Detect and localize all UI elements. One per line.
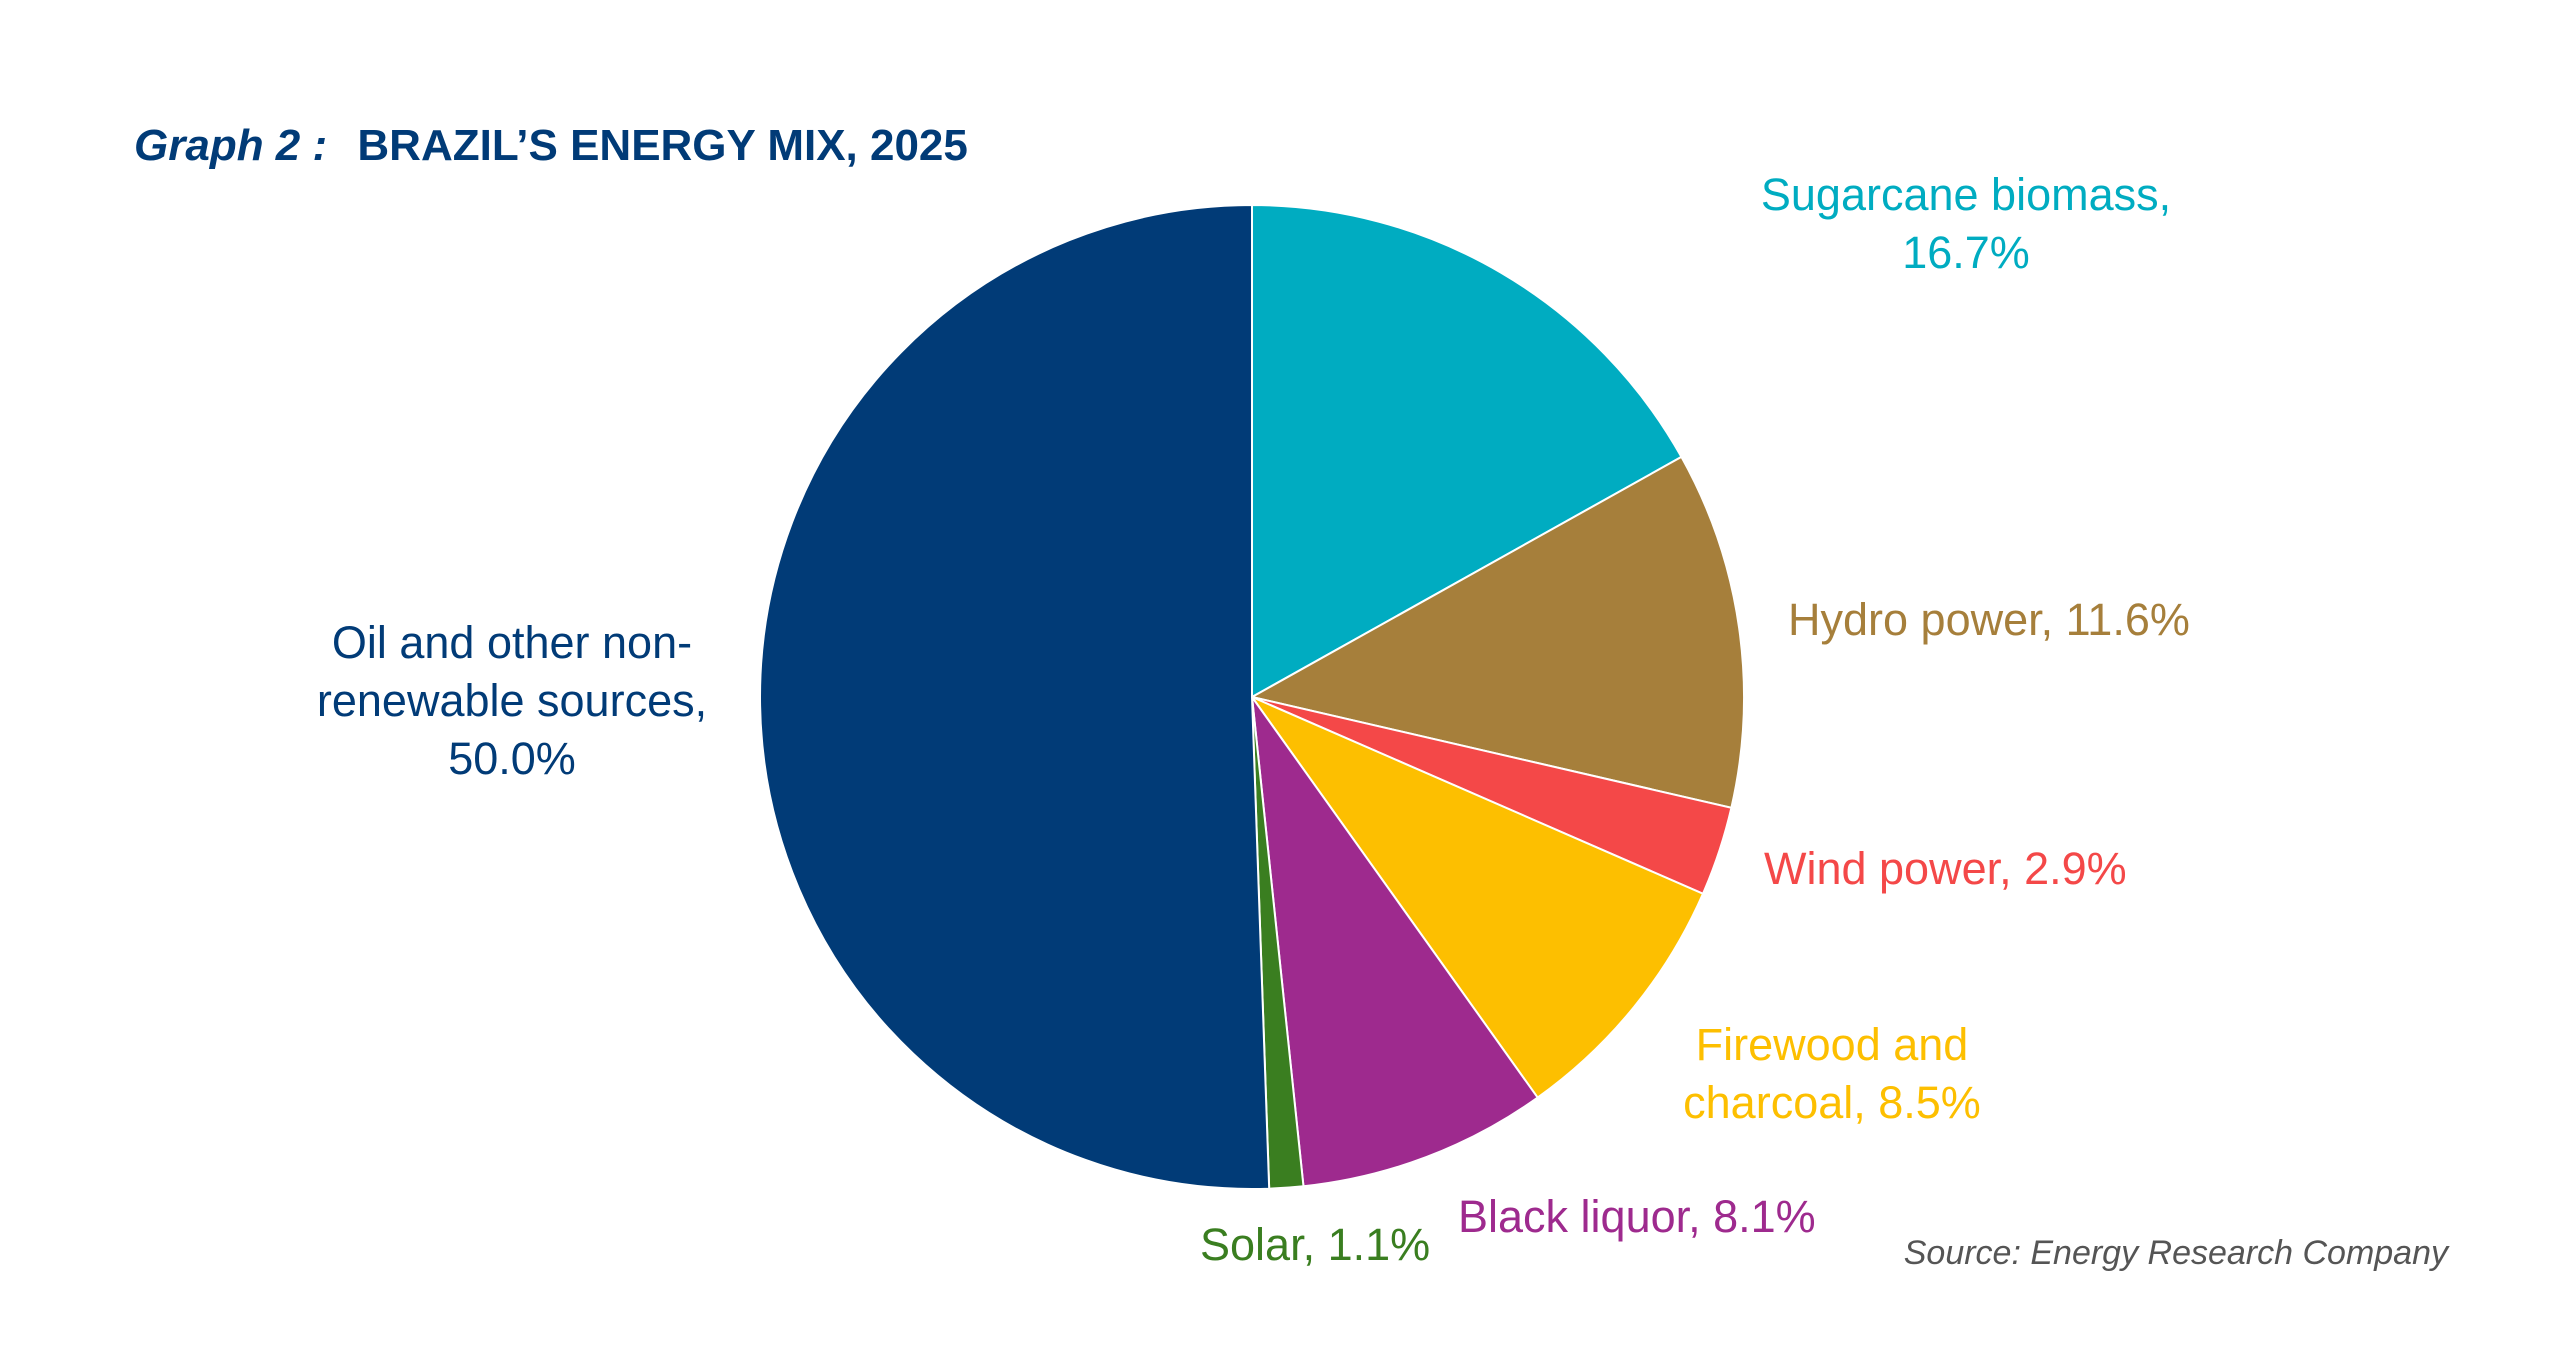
- slice-label-firewood-and-charcoal: Firewood and charcoal, 8.5%: [1683, 1019, 1981, 1128]
- slice-label-line: Sugarcane biomass,: [1761, 169, 2171, 220]
- slice-label-oil-and-other-non-renewable-sources: Oil and other non-renewable sources, 50.0…: [317, 617, 707, 784]
- slice-label-solar: Solar, 1.1%: [1200, 1219, 1430, 1270]
- pie-slices: [759, 203, 1745, 1190]
- chart-title-prefix: Graph 2 :: [134, 121, 327, 170]
- slice-label-line: Black liquor, 8.1%: [1458, 1191, 1816, 1242]
- pie-slice-hydro-power: [1249, 455, 1745, 809]
- pie-slice-oil-and-other-non-renewable-sources: [759, 203, 1271, 1190]
- pie-slice-black-liquor: [1250, 693, 1540, 1188]
- slice-label-line: 16.7%: [1902, 227, 2030, 278]
- slice-label-black-liquor: Black liquor, 8.1%: [1458, 1191, 1816, 1242]
- slice-label-wind-power: Wind power, 2.9%: [1764, 843, 2127, 894]
- pie-slice-firewood-and-charcoal: [1249, 694, 1705, 1099]
- slice-label-line: Solar, 1.1%: [1200, 1219, 1430, 1270]
- slice-label-line: Firewood and: [1696, 1019, 1969, 1070]
- slice-label-line: charcoal, 8.5%: [1683, 1077, 1981, 1128]
- pie-slice-sugarcane-biomass: [1251, 203, 1683, 699]
- slice-label-line: Hydro power, 11.6%: [1788, 594, 2190, 645]
- slice-label-hydro-power: Hydro power, 11.6%: [1788, 594, 2190, 645]
- slice-label-line: Oil and other non-: [332, 617, 692, 668]
- chart-title-text: BRAZIL’S ENERGY MIX, 2025: [357, 121, 967, 170]
- slice-label-line: renewable sources,: [317, 675, 707, 726]
- slice-label-line: Wind power, 2.9%: [1764, 843, 2127, 894]
- slice-label-sugarcane-biomass: Sugarcane biomass, 16.7%: [1761, 169, 2171, 278]
- slice-label-line: 50.0%: [448, 733, 576, 784]
- chart-title: Graph 2 : BRAZIL’S ENERGY MIX, 2025: [134, 121, 968, 170]
- source-note: Source: Energy Research Company: [1904, 1234, 2450, 1272]
- slice-labels: Sugarcane biomass, 16.7% Hydro power, 11.6…: [317, 169, 2190, 1270]
